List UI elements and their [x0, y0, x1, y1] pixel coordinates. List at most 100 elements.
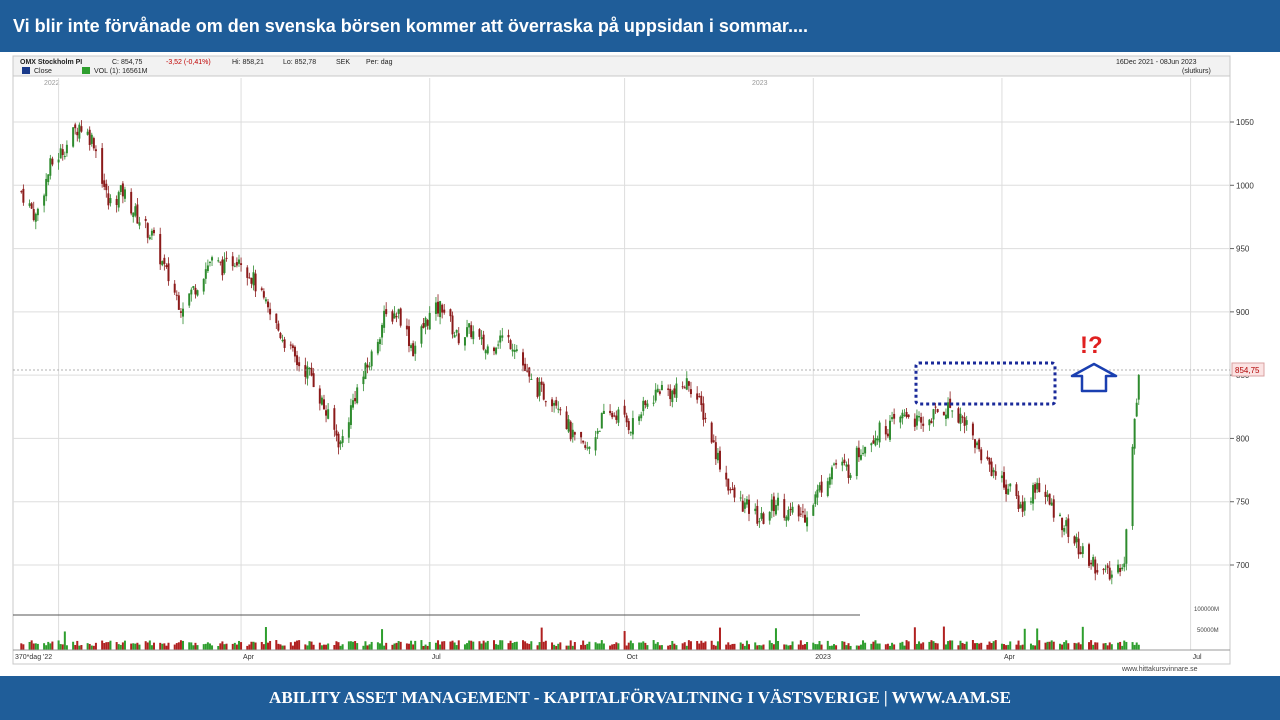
candle-body [72, 127, 75, 147]
volume-bar [565, 645, 568, 650]
candle-body [1021, 501, 1024, 512]
candle-body [277, 323, 280, 331]
candle-body [441, 304, 444, 313]
volume-bar [190, 642, 193, 650]
volume-bar [884, 644, 887, 650]
candle-body [484, 350, 487, 354]
volume-bar [806, 642, 809, 650]
volume-bar [905, 640, 908, 650]
volume-bar [472, 641, 475, 650]
volume-bar [886, 643, 889, 650]
candle-body [159, 233, 162, 265]
candle-body [320, 397, 323, 405]
y-tick-label: 800 [1236, 434, 1250, 443]
candle-body [903, 414, 906, 416]
candle-body [758, 521, 761, 523]
candle-body [426, 320, 429, 326]
price-candles [20, 120, 1140, 585]
volume-bar [1067, 643, 1070, 650]
consolidation-box [914, 361, 1057, 406]
volume-bar [685, 645, 688, 650]
candle-body [370, 351, 373, 367]
candle-body [876, 438, 879, 441]
candle-body [994, 471, 997, 476]
candle-body [669, 388, 672, 400]
candle-body [90, 134, 93, 144]
volume-bar [248, 644, 251, 650]
candle-body [88, 129, 91, 145]
volume-bar [65, 645, 68, 650]
volume-bar [513, 642, 516, 650]
legend-close[interactable]: Close [34, 68, 52, 75]
candle-body [741, 500, 744, 512]
candle-body [167, 263, 170, 282]
candle-body [36, 208, 39, 216]
volume-bar [499, 640, 502, 650]
volume-bar [1110, 644, 1113, 650]
volume-bar [175, 643, 178, 650]
volume-bar [293, 641, 296, 650]
candle-body [449, 309, 452, 317]
volume-bar [1079, 644, 1082, 650]
candle-body [1104, 568, 1107, 570]
volume-bar [768, 640, 771, 650]
candle-body [1135, 402, 1138, 417]
volume-bar [785, 644, 788, 650]
volume-bar [799, 640, 802, 650]
candle-body [704, 417, 707, 419]
candle-body [1073, 536, 1076, 544]
volume-bar [165, 645, 168, 650]
candle-body [1075, 536, 1078, 543]
volume-bar [507, 643, 510, 650]
candle-body [893, 413, 896, 419]
candle-body [859, 454, 862, 460]
candle-body [992, 469, 995, 473]
volume-bar [820, 644, 823, 650]
candle-body [109, 198, 112, 204]
volume-bar [1044, 642, 1047, 650]
candle-body [352, 400, 355, 408]
volume-bar [74, 644, 77, 650]
candle-body [777, 497, 780, 506]
y-axis: 70075080085090095010001050 [1230, 118, 1254, 570]
candle-body [700, 395, 703, 406]
candle-body [922, 423, 925, 426]
candle-body [322, 399, 325, 410]
footer-bar: ABILITY ASSET MANAGEMENT - KAPITALFÖRVAL… [0, 674, 1280, 720]
candle-body [625, 415, 628, 423]
volume-bar [480, 643, 483, 650]
volume-bar [710, 640, 713, 650]
volume-bar [623, 631, 626, 650]
candle-body [515, 349, 518, 352]
candle-body [306, 366, 309, 379]
candle-body [791, 506, 794, 513]
volume-bar [1003, 644, 1006, 650]
volume-bar [484, 642, 487, 650]
legend-volume[interactable]: VOL (1): 16561M [94, 68, 148, 75]
candle-body [878, 422, 881, 443]
candle-body [501, 335, 504, 338]
volume-bar [1007, 644, 1010, 650]
volume-bar [449, 641, 452, 650]
candle-body [528, 367, 531, 377]
volume-bar [123, 640, 126, 650]
volume-bar [526, 643, 529, 650]
candle-body [770, 499, 773, 511]
volume-bar [675, 645, 678, 650]
candle-body [291, 345, 294, 348]
volume-bar [801, 644, 804, 650]
period-label: Per: dag [366, 59, 393, 66]
candle-body [267, 301, 270, 308]
volume-bar [219, 643, 222, 650]
volume-bar [559, 642, 562, 650]
y-tick-label: 900 [1236, 308, 1250, 317]
volume-bar [698, 643, 701, 650]
volume-bar [957, 645, 960, 650]
volume-bar [121, 642, 124, 650]
volume-bar [269, 640, 272, 650]
candle-body [615, 415, 618, 420]
candle-body [627, 421, 630, 431]
candle-body [393, 313, 396, 319]
volume-bar [756, 645, 759, 650]
volume-bar [1123, 640, 1126, 650]
